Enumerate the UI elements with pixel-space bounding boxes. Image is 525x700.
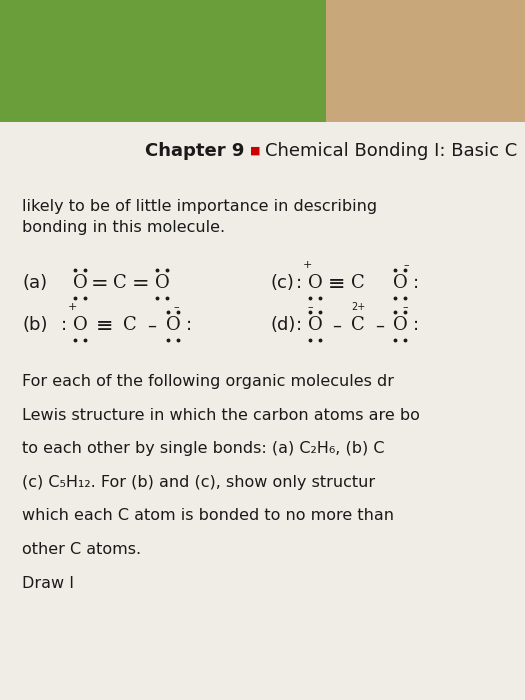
- Text: O: O: [155, 274, 170, 293]
- Text: (d): (d): [270, 316, 296, 335]
- Text: (c) C₅H₁₂. For (b) and (c), show only structur: (c) C₅H₁₂. For (b) and (c), show only st…: [22, 475, 375, 490]
- Text: O: O: [72, 274, 87, 293]
- Text: For each of the following organic molecules dr: For each of the following organic molecu…: [22, 374, 394, 389]
- Text: (b): (b): [22, 316, 47, 335]
- Text: :: :: [296, 274, 302, 293]
- Text: C: C: [351, 274, 365, 293]
- Text: Lewis structure in which the carbon atoms are bo: Lewis structure in which the carbon atom…: [22, 407, 420, 423]
- Text: –: –: [173, 302, 179, 312]
- Text: –: –: [403, 260, 409, 270]
- Text: ≡: ≡: [96, 316, 114, 335]
- Text: likely to be of little importance in describing: likely to be of little importance in des…: [22, 199, 377, 214]
- Text: +: +: [67, 302, 77, 312]
- Text: C: C: [123, 316, 137, 335]
- Text: O: O: [308, 316, 322, 335]
- Text: O: O: [72, 316, 87, 335]
- Text: –: –: [307, 302, 313, 312]
- Text: O: O: [393, 274, 407, 293]
- Text: :: :: [61, 316, 67, 335]
- Text: :: :: [296, 316, 302, 335]
- Text: =: =: [91, 274, 109, 293]
- Text: C: C: [351, 316, 365, 335]
- Text: (a): (a): [22, 274, 47, 293]
- Text: =: =: [132, 274, 150, 293]
- Text: O: O: [308, 274, 322, 293]
- Text: C: C: [113, 274, 127, 293]
- Text: which each C atom is bonded to no more than: which each C atom is bonded to no more t…: [22, 508, 394, 524]
- Text: :: :: [186, 316, 192, 335]
- Bar: [0, 0, 326, 122]
- Text: –: –: [375, 316, 384, 335]
- Text: ≡: ≡: [328, 274, 346, 293]
- Text: ■: ■: [250, 146, 260, 155]
- Text: +: +: [302, 260, 312, 270]
- Text: other C atoms.: other C atoms.: [22, 542, 141, 557]
- Bar: [0, 122, 525, 700]
- Text: Chemical Bonding I: Basic C: Chemical Bonding I: Basic C: [265, 141, 517, 160]
- Text: Draw I: Draw I: [22, 575, 74, 591]
- Text: :: :: [413, 274, 419, 293]
- Text: –: –: [332, 316, 341, 335]
- Text: O: O: [393, 316, 407, 335]
- Text: Chapter 9: Chapter 9: [145, 141, 244, 160]
- Text: :: :: [413, 316, 419, 335]
- Text: bonding in this molecule.: bonding in this molecule.: [22, 220, 225, 235]
- Text: (c): (c): [270, 274, 294, 293]
- Text: to each other by single bonds: (a) C₂H₆, (b) C: to each other by single bonds: (a) C₂H₆,…: [22, 441, 384, 456]
- Text: O: O: [165, 316, 181, 335]
- Text: 2+: 2+: [351, 302, 365, 312]
- Text: –: –: [148, 316, 156, 335]
- Text: –: –: [402, 302, 408, 312]
- Bar: [326, 0, 525, 122]
